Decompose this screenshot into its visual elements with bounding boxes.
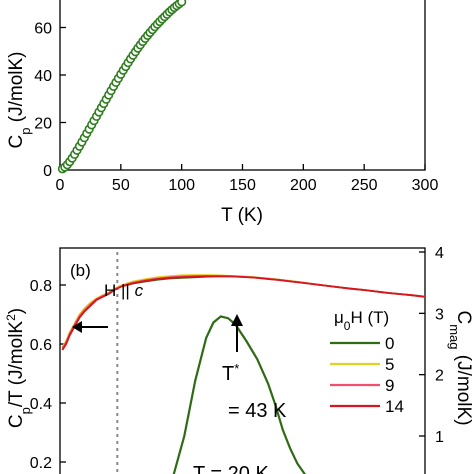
panel-b-y2tick-label: 1 (435, 429, 444, 446)
legend-label-5: 5 (385, 355, 394, 374)
panel-a-xtick-label: 300 (412, 177, 439, 194)
legend: μ0H (T) 0 5 9 14 (330, 308, 404, 416)
peak-temperature-value: = 43 K (228, 400, 287, 422)
panel-b-ytick-label: 0.8 (30, 278, 52, 295)
bottom-annotation: T = 20 K (193, 463, 269, 474)
panel-b-y2tick-label: 4 (435, 245, 444, 262)
panel-a-ytick-label: 0 (43, 163, 52, 180)
cmag-curve (172, 315, 307, 474)
panel-a-xtick-label: 200 (290, 177, 317, 194)
cp-data-point (177, 0, 187, 7)
panel-b-y2tick-label: 3 (435, 306, 444, 323)
panel-a-ytick-label: 20 (34, 116, 52, 133)
panel-a-xtick-label: 0 (56, 177, 65, 194)
panel-a-xtick-label: 150 (229, 177, 256, 194)
cp-over-t-line-14t (61, 275, 426, 351)
panel-b-ytick-label: 0.2 (30, 455, 52, 472)
peak-temperature-symbol: T* (222, 361, 239, 386)
legend-label-9: 9 (385, 376, 394, 395)
panel-b-label: (b) (70, 261, 91, 280)
legend-title: μ0H (T) (334, 308, 389, 333)
legend-label-0: 0 (385, 334, 394, 353)
panel-a-xtick-label: 250 (351, 177, 378, 194)
panel-b-ylabel: Cp/T (J/molK2) (4, 308, 33, 428)
panel-a-ytick-label: 60 (34, 21, 52, 38)
panel-b-ytick-label: 0.6 (30, 337, 52, 354)
legend-label-14: 14 (385, 397, 404, 416)
panel-b: 0.2 0.4 0.6 0.8 1 2 3 4 (b) H || c T* = 43 K T… (4, 245, 474, 474)
left-axis-arrow (72, 321, 108, 333)
panel-a-ytick-label: 40 (34, 68, 52, 85)
panel-a: 0 50 100 150 200 250 300 0 20 40 60 T (K) Cp (J/m… (6, 0, 438, 226)
panel-b-y2tick-label: 2 (435, 368, 444, 385)
panel-a-ylabel: Cp (J/molK) (6, 52, 33, 149)
panel-b-y2label: Cmag (J/molK) (448, 310, 474, 425)
panel-a-xlabel: T (K) (221, 205, 263, 226)
field-direction-label: H || c (104, 281, 144, 300)
peak-arrow (231, 314, 243, 352)
panel-b-ytick-label: 0.4 (30, 396, 52, 413)
panel-a-xtick-label: 50 (112, 177, 130, 194)
panel-b-frame (59, 247, 426, 474)
panel-a-xtick-label: 100 (168, 177, 195, 194)
